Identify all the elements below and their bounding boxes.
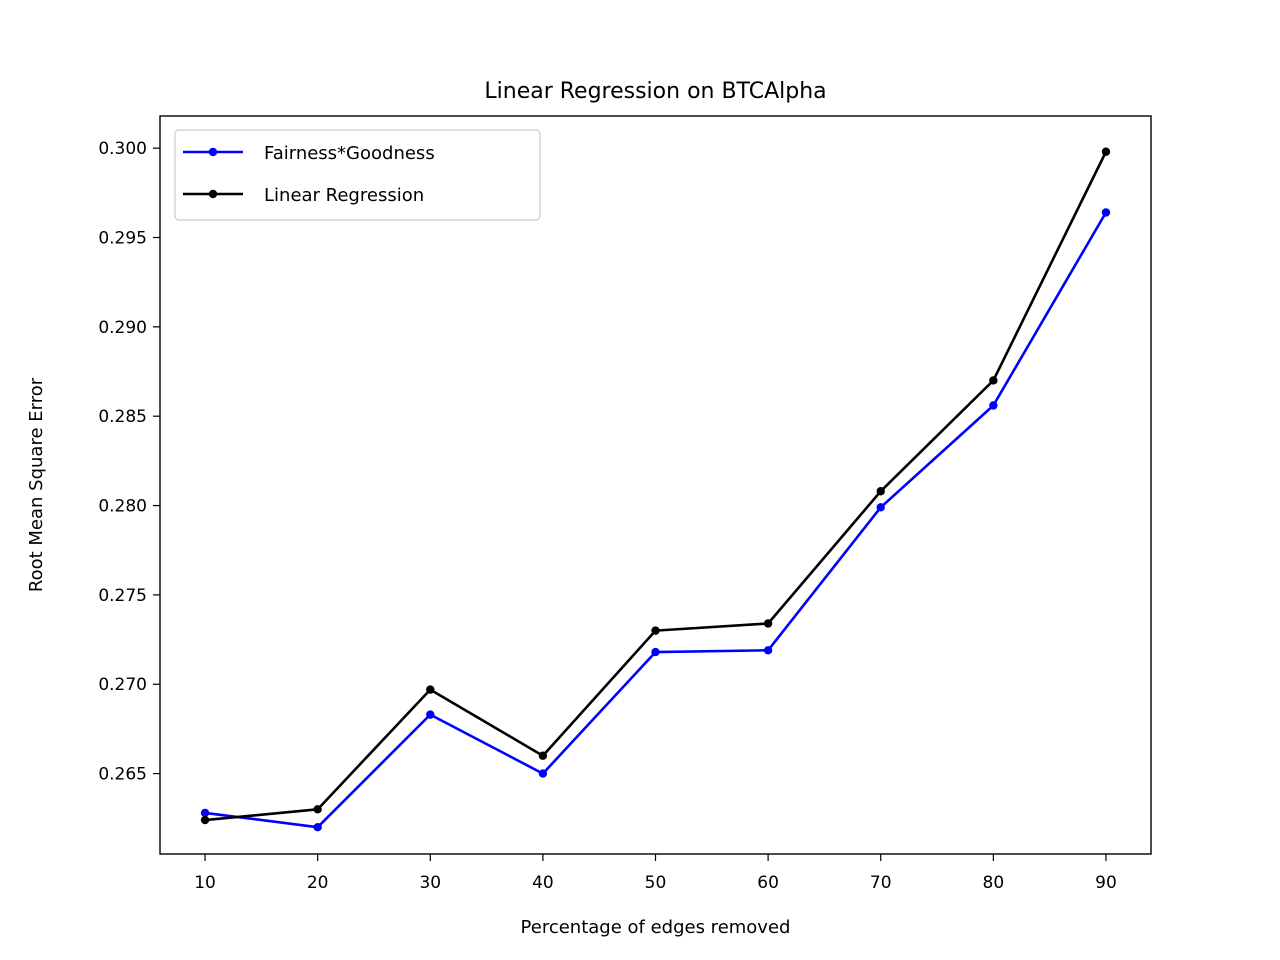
x-tick-label: 30: [419, 873, 441, 893]
x-tick-label: 60: [757, 873, 779, 893]
x-tick-label: 50: [645, 873, 667, 893]
data-point: [651, 626, 660, 635]
x-tick-label: 80: [983, 873, 1005, 893]
data-point: [989, 401, 998, 410]
x-tick-label: 70: [870, 873, 892, 893]
data-point: [1101, 147, 1111, 156]
x-tick-label: 10: [194, 873, 216, 893]
y-tick-label: 0.280: [98, 497, 147, 517]
legend-marker: [208, 147, 218, 157]
series-line: [204, 151, 1108, 822]
data-point: [763, 646, 773, 655]
y-axis-label: Root Mean Square Error: [26, 377, 47, 592]
x-tick-label: 90: [1095, 873, 1117, 893]
chart-title: Linear Regression on BTCAlpha: [484, 79, 826, 104]
legend-marker: [208, 189, 218, 199]
y-tick-label: 0.295: [98, 229, 147, 249]
y-tick-label: 0.290: [98, 318, 147, 338]
legend-box: [174, 129, 541, 221]
series-line: [204, 211, 1108, 829]
data-point: [1101, 208, 1111, 217]
y-tick-label: 0.285: [98, 407, 147, 427]
x-axis: 10 20 30 40 50 60 70 80 90: [194, 854, 1117, 893]
data-point: [538, 769, 548, 778]
data-point: [876, 487, 885, 496]
series-1: [200, 208, 1111, 832]
data-point: [313, 805, 322, 814]
x-tick-label: 40: [532, 873, 554, 893]
data-point: [200, 808, 210, 818]
y-axis: 0.265 0.270 0.275 0.280 0.285 0.290 0.295 0.300: [98, 139, 160, 785]
data-point: [989, 376, 998, 385]
data-point: [200, 815, 210, 825]
legend-item: Linear Regression: [183, 185, 424, 206]
data-point: [313, 822, 322, 832]
legend: Fairness*Goodness Linear Regression: [174, 129, 541, 221]
y-tick-label: 0.265: [98, 765, 147, 785]
plot-frame: [159, 115, 1152, 855]
data-point: [426, 685, 435, 694]
plot-area: 10 20 30 40 50 60 70 80 90 0.2650.2700.2750.2800…: [98, 115, 1152, 893]
series-layer: [200, 147, 1111, 832]
legend-item: Fairness*Goodness: [183, 143, 435, 164]
y-tick-label: 0.300: [98, 139, 147, 159]
y-tick-label: 0.275: [98, 586, 147, 606]
data-point: [538, 751, 548, 760]
x-tick-label: 20: [307, 873, 329, 893]
data-point: [876, 503, 885, 512]
series-2: [200, 147, 1111, 825]
legend-label: Linear Regression: [264, 185, 424, 206]
data-point: [426, 710, 435, 719]
y-tick-label: 0.270: [98, 675, 147, 695]
data-point: [763, 619, 773, 628]
data-point: [651, 647, 660, 657]
legend-label: Fairness*Goodness: [264, 143, 435, 164]
x-axis-label: Percentage of edges removed: [521, 917, 791, 938]
